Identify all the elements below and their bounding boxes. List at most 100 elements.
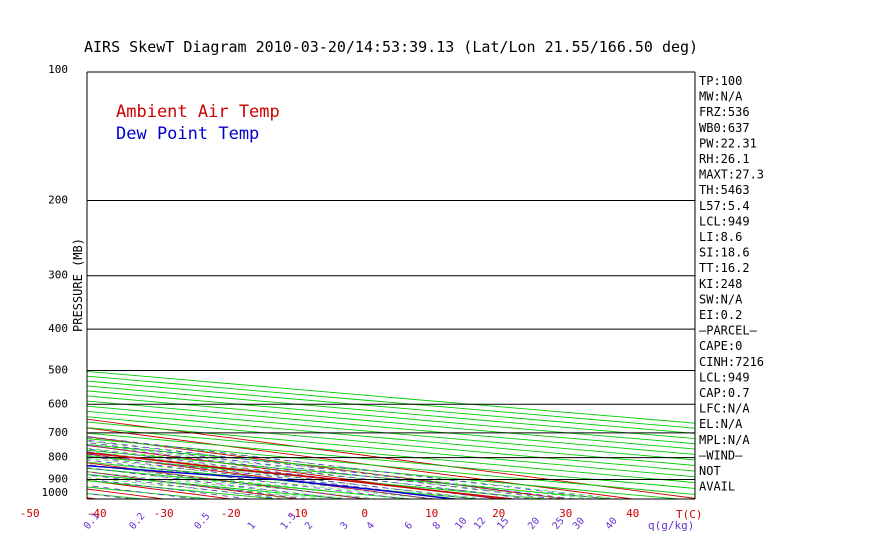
isotherm-line bbox=[87, 427, 633, 499]
mixing-ratio-label: 1 bbox=[246, 520, 258, 532]
dry-adiabat-line bbox=[87, 461, 478, 499]
temperature-profile-line bbox=[87, 451, 513, 499]
bottom-temp-tick-label: 20 bbox=[492, 507, 505, 520]
dry-adiabat-line bbox=[87, 380, 695, 434]
index-entry: LI:8.6 bbox=[699, 230, 742, 244]
mixing-units-label: q(g/kg) bbox=[648, 519, 694, 532]
mixing-ratio-label: 6 bbox=[403, 520, 415, 532]
dry-adiabat-line bbox=[87, 455, 545, 499]
index-entry: CAP:0.7 bbox=[699, 386, 750, 400]
moist-adiabat-line bbox=[87, 447, 539, 499]
mixing-ratio-line bbox=[87, 453, 458, 499]
pressure-tick-label: 400 bbox=[48, 322, 68, 335]
index-entry: TH:5463 bbox=[699, 183, 750, 197]
mixing-ratio-label: 30 bbox=[571, 516, 587, 532]
mixing-ratio-lines bbox=[87, 436, 608, 499]
mixing-ratio-line bbox=[87, 448, 500, 499]
moist-adiabat-line bbox=[87, 461, 432, 499]
bottom-temp-tick-label: -20 bbox=[221, 507, 241, 520]
bottom-temp-tick-label: -40 bbox=[87, 507, 107, 520]
dewpoint-profile-line bbox=[87, 464, 454, 499]
index-entry: LCL:949 bbox=[699, 214, 750, 228]
mixing-ratio-label: 0.5 bbox=[192, 511, 212, 532]
chart-title: AIRS SkewT Diagram 2010-03-20/14:53:39.1… bbox=[84, 38, 698, 56]
profile-series bbox=[87, 451, 513, 499]
index-entry: TP:100 bbox=[699, 74, 742, 88]
dry-adiabat-line bbox=[87, 427, 695, 484]
index-entry: LCL:949 bbox=[699, 370, 750, 384]
index-entry: CINH:7216 bbox=[699, 355, 764, 369]
mixing-ratio-label: 10 bbox=[453, 516, 469, 532]
bottom-temp-tick-label: 10 bbox=[425, 507, 438, 520]
pressure-tick-label: 500 bbox=[48, 363, 68, 376]
index-entry: EI:0.2 bbox=[699, 308, 742, 322]
index-entry: RH:26.1 bbox=[699, 152, 750, 166]
pressure-tick-label: 700 bbox=[48, 426, 68, 439]
bottom-temp-tick-label: -10 bbox=[288, 507, 308, 520]
mixing-ratio-label: 8 bbox=[431, 520, 443, 532]
dry-adiabat-line bbox=[87, 467, 411, 499]
index-entry: KI:248 bbox=[699, 277, 742, 291]
mixing-ratio-line bbox=[87, 439, 576, 499]
mixing-ratio-label: 2 bbox=[303, 520, 315, 532]
mixing-ratio-label: 0.2 bbox=[127, 511, 147, 532]
mixing-ratio-line bbox=[87, 436, 608, 499]
index-entry: SI:18.6 bbox=[699, 246, 750, 260]
pressure-tick-label: 600 bbox=[48, 397, 68, 410]
pressure-tick-label: 200 bbox=[48, 194, 68, 207]
dry-adiabat-line bbox=[0, 72, 9, 499]
dry-adiabat-line bbox=[87, 449, 612, 499]
plot-frame bbox=[86, 71, 696, 500]
mixing-ratio-line bbox=[87, 442, 555, 499]
bottom-temp-tick-label: 40 bbox=[626, 507, 639, 520]
bottom-temp-tick-label: -50 bbox=[20, 507, 40, 520]
index-entry: —WIND— bbox=[699, 448, 743, 462]
index-entry: SW:N/A bbox=[699, 292, 743, 306]
moist-adiabat-line bbox=[87, 451, 513, 499]
mixing-ratio-label: 40 bbox=[604, 516, 620, 532]
index-entry: CAPE:0 bbox=[699, 339, 742, 353]
pressure-tick-label: 800 bbox=[48, 451, 68, 464]
dry-adiabat-line bbox=[87, 443, 679, 499]
mixing-ratio-label: 3 bbox=[339, 520, 351, 532]
pressure-tick-label: 100 bbox=[48, 63, 68, 76]
mixing-ratio-label: 12 bbox=[472, 516, 488, 532]
dry-adiabat-line bbox=[87, 370, 695, 424]
index-entry: L57:5.4 bbox=[699, 199, 750, 213]
dry-adiabat-line bbox=[87, 375, 695, 429]
bottom-temp-tick-labels: -50 -40 -30 -20 -10 0 10 20 30 40 bbox=[20, 507, 640, 520]
pressure-tick-label: 300 bbox=[48, 269, 68, 282]
dry-adiabat-line bbox=[87, 385, 695, 439]
index-entry: NOT bbox=[699, 464, 721, 478]
bottom-temp-tick-label: -30 bbox=[154, 507, 174, 520]
pressure-tick-label: 1000 bbox=[42, 486, 69, 499]
index-entry: TT:16.2 bbox=[699, 261, 750, 275]
legend-dewpoint: Dew Point Temp bbox=[116, 124, 259, 144]
index-entry: —PARCEL— bbox=[699, 324, 758, 338]
moist-adiabat-line bbox=[87, 477, 298, 499]
mixing-ratio-line bbox=[87, 451, 477, 499]
y-axis-label: PRESSURE (MB) bbox=[71, 238, 85, 332]
mixing-ratio-label: 20 bbox=[526, 516, 542, 532]
legend-temp: Ambient Air Temp bbox=[116, 102, 280, 122]
bottom-temp-tick-label: 30 bbox=[559, 507, 572, 520]
mixing-ratio-line bbox=[87, 445, 531, 499]
moist-adiabat-line bbox=[87, 458, 459, 499]
index-entry: EL:N/A bbox=[699, 417, 743, 431]
dry-adiabat-line bbox=[87, 421, 695, 478]
moist-adiabat-line bbox=[87, 468, 379, 499]
isotherm-line bbox=[0, 72, 30, 499]
index-entry: FRZ:536 bbox=[699, 105, 750, 119]
index-entry: MPL:N/A bbox=[699, 433, 750, 447]
temp-units-label: T(C) bbox=[676, 508, 703, 521]
dry-adiabat-line bbox=[87, 438, 695, 495]
index-entry: MAXT:27.3 bbox=[699, 168, 764, 182]
dry-adiabat-line bbox=[87, 432, 695, 489]
index-entry: WB0:637 bbox=[699, 121, 750, 135]
bottom-temp-tick-label: 0 bbox=[361, 507, 368, 520]
index-entry: PW:22.31 bbox=[699, 136, 757, 150]
mixing-ratio-label: 4 bbox=[365, 520, 377, 532]
